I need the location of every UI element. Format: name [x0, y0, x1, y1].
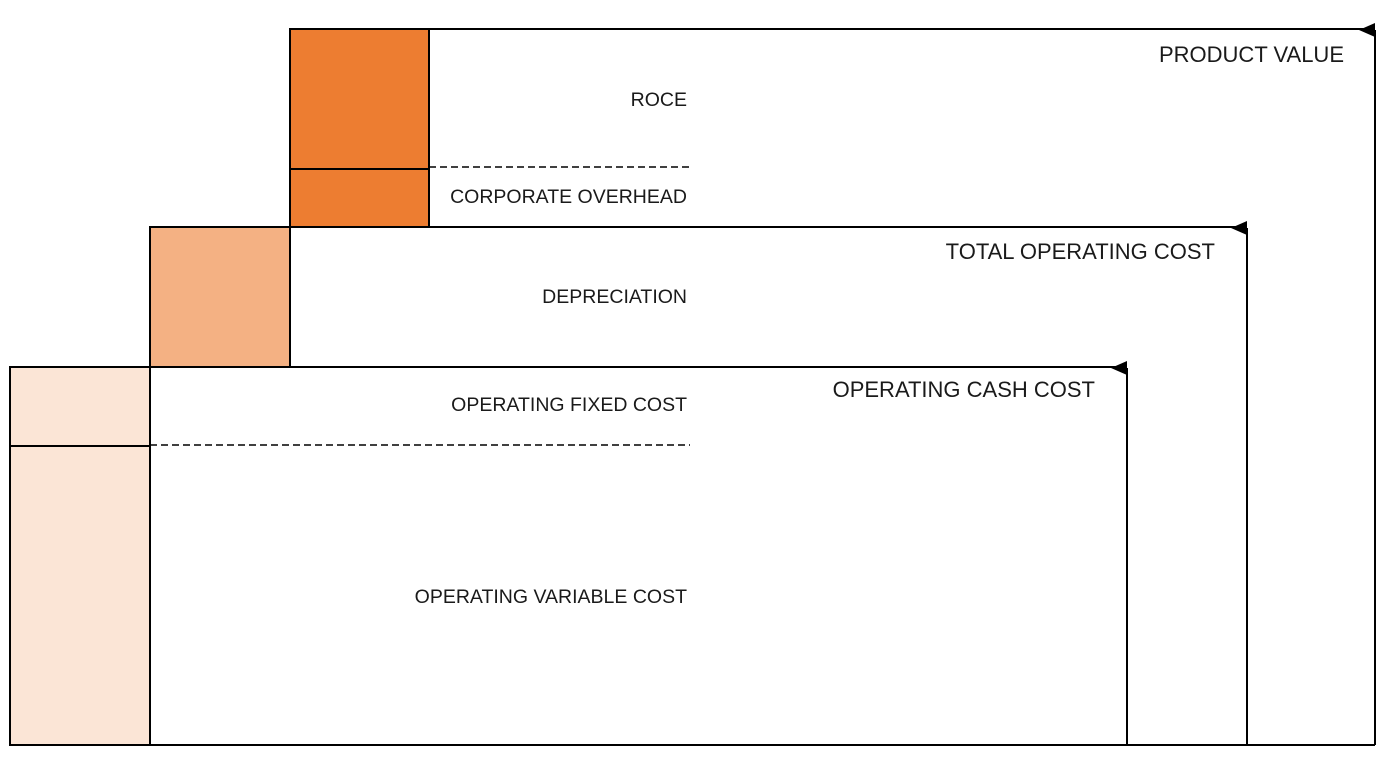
operating-fixed-cost-label: OPERATING FIXED COST — [451, 394, 687, 416]
operating-variable-cost-label: OPERATING VARIABLE COST — [415, 586, 687, 608]
total-operating-cost-label: TOTAL OPERATING COST — [946, 239, 1215, 264]
product-value-label: PRODUCT VALUE — [1159, 42, 1344, 67]
roce-overhead-bar — [289, 28, 430, 228]
corporate-overhead-label: CORPORATE OVERHEAD — [450, 186, 687, 208]
depreciation-bar — [149, 226, 291, 368]
depreciation-label: DEPRECIATION — [542, 286, 687, 308]
operating-cash-cost-label: OPERATING CASH COST — [833, 377, 1095, 402]
roce-label: ROCE — [631, 89, 687, 111]
variable-cost-bar — [9, 366, 151, 746]
